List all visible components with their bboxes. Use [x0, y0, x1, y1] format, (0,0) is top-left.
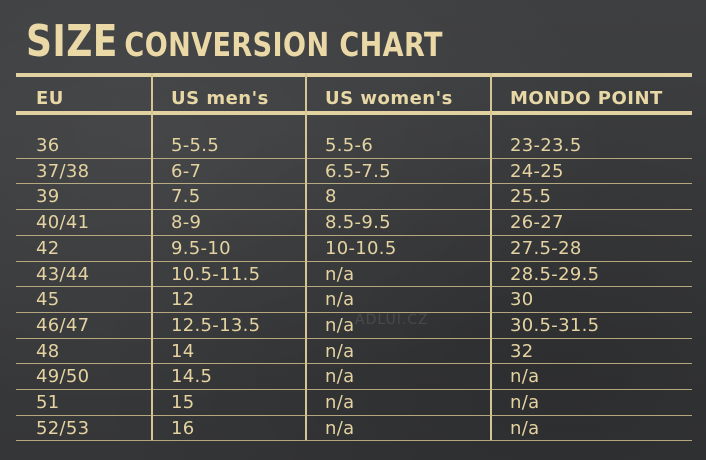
table-cell: n/a [325, 289, 355, 311]
table-cell: 30 [510, 289, 534, 311]
table-cell: 39 [36, 186, 60, 208]
chart-title-conversion: CONVERSION CHART [124, 25, 443, 64]
table-cell: 48 [36, 340, 60, 362]
table-row-line [16, 311, 692, 313]
table-cell: 43/44 [36, 263, 90, 285]
table-cell: n/a [510, 417, 540, 439]
table-cell: 37/38 [36, 160, 90, 182]
table-row-line [16, 260, 692, 262]
table-cell: 26-27 [510, 212, 564, 234]
table-cell: 12.5-13.5 [171, 314, 261, 336]
table-row-line [16, 183, 692, 185]
table-cell: 32 [510, 340, 534, 362]
table-cell: 27.5-28 [510, 237, 582, 259]
column-header: MONDO POINT [510, 88, 663, 109]
table-cell: 16 [171, 417, 195, 439]
table-cell: 6.5-7.5 [325, 160, 391, 182]
table-cell: 36 [36, 135, 60, 156]
table-cell: 52/53 [36, 417, 90, 439]
table-cell: 6-7 [171, 160, 202, 182]
table-cell: 28.5-29.5 [510, 263, 600, 285]
table-cell: n/a [325, 263, 355, 285]
column-divider [490, 73, 492, 440]
table-row-line [16, 363, 692, 365]
table-row-line [16, 440, 692, 442]
chart-title: SIZE CONVERSION CHART [26, 18, 443, 69]
table-cell: 5-5.5 [171, 135, 220, 156]
table-cell: 30.5-31.5 [510, 314, 600, 336]
table-cell: 45 [36, 289, 60, 311]
table-cell: n/a [325, 340, 355, 362]
table-row-line [16, 414, 692, 416]
watermark: ADLUI.CZ [355, 312, 429, 328]
table-row-line [16, 389, 692, 390]
table-cell: 24-25 [510, 160, 564, 182]
table-cell: 14 [171, 340, 195, 362]
table-cell: n/a [325, 314, 355, 336]
column-divider [305, 73, 307, 440]
table-cell: 14.5 [171, 366, 213, 388]
table-cell: 8.5-9.5 [325, 212, 391, 234]
table-top-border [16, 73, 692, 77]
table-row-line [16, 286, 692, 288]
size-conversion-table: EU US men's US women's MONDO POINT 36 5-5.5 5.… [16, 73, 692, 442]
table-row-line [16, 157, 692, 159]
table-cell: 9.5-10 [171, 237, 231, 259]
table-cell: 8-9 [171, 212, 202, 234]
table-cell: 25.5 [510, 186, 552, 208]
table-cell: n/a [325, 392, 355, 413]
table-cell: 40/41 [36, 212, 90, 234]
table-cell: n/a [510, 366, 540, 388]
table-row-line [16, 234, 692, 236]
column-divider [151, 73, 153, 440]
column-header: EU [36, 88, 64, 109]
chart-title-size: SIZE [26, 16, 118, 67]
table-cell: 15 [171, 392, 195, 413]
table-cell: 5.5-6 [325, 135, 374, 156]
column-header: US women's [325, 88, 453, 109]
table-row-line [16, 337, 692, 339]
table-cell: 46/47 [36, 314, 90, 336]
table-cell: 12 [171, 289, 195, 311]
table-cell: 49/50 [36, 366, 90, 388]
table-cell: 23-23.5 [510, 135, 582, 156]
table-cell: 10.5-11.5 [171, 263, 261, 285]
table-header-border [16, 111, 692, 115]
table-cell: 7.5 [171, 186, 201, 208]
table-cell: 42 [36, 237, 60, 259]
table-cell: n/a [325, 366, 355, 388]
table-cell: 10-10.5 [325, 237, 397, 259]
table-cell: 8 [325, 186, 337, 208]
table-row-line [16, 209, 692, 211]
table-cell: 51 [36, 392, 60, 413]
table-cell: n/a [510, 392, 540, 413]
column-header: US men's [171, 88, 269, 109]
table-cell: n/a [325, 417, 355, 439]
